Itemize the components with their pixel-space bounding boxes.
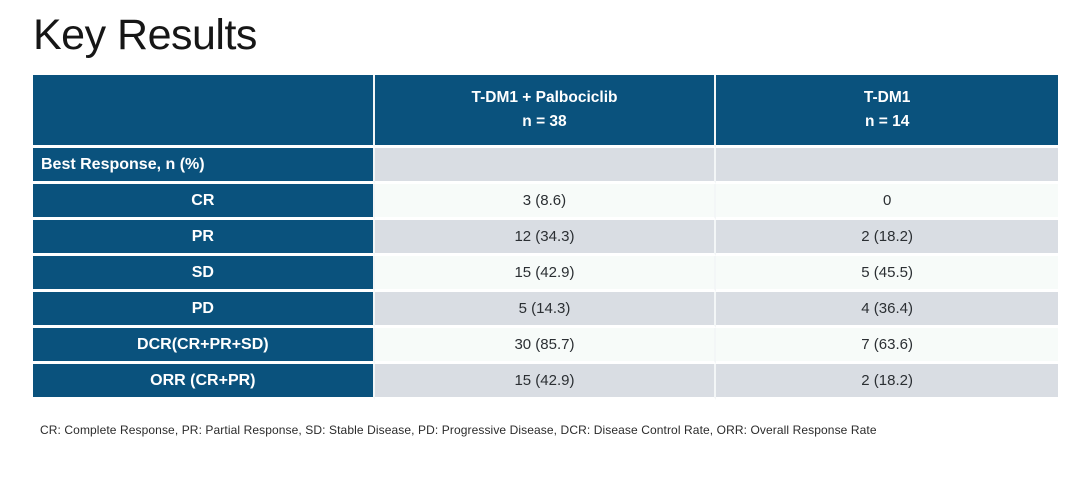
cell-value: 5 (45.5)	[716, 256, 1058, 292]
row-label: Best Response, n (%)	[33, 148, 375, 184]
cell-value: 4 (36.4)	[716, 292, 1058, 328]
cell-value	[374, 148, 717, 184]
row-label: PR	[33, 220, 375, 256]
header-arm-n: n = 38	[522, 113, 567, 130]
table-row-pr: PR 12 (34.3) 2 (18.2)	[33, 220, 1058, 256]
cell-value: 0	[716, 184, 1058, 220]
table-row-best-response: Best Response, n (%)	[33, 148, 1058, 184]
cell-value: 5 (14.3)	[374, 292, 717, 328]
cell-value: 2 (18.2)	[716, 220, 1058, 256]
table-row-sd: SD 15 (42.9) 5 (45.5)	[33, 256, 1058, 292]
cell-value: 3 (8.6)	[374, 184, 717, 220]
table-row-cr: CR 3 (8.6) 0	[33, 184, 1058, 220]
cell-value: 7 (63.6)	[716, 328, 1058, 364]
row-label: DCR(CR+PR+SD)	[33, 328, 375, 364]
row-label: CR	[33, 184, 375, 220]
key-results-table: T-DM1 + Palbociclib n = 38 T-DM1 n = 14 …	[33, 75, 1058, 400]
table-row-dcr: DCR(CR+PR+SD) 30 (85.7) 7 (63.6)	[33, 328, 1058, 364]
header-cell-tdm1-palbociclib: T-DM1 + Palbociclib n = 38	[374, 75, 717, 148]
table-row-orr: ORR (CR+PR) 15 (42.9) 2 (18.2)	[33, 364, 1058, 400]
table-row-pd: PD 5 (14.3) 4 (36.4)	[33, 292, 1058, 328]
table-header-row: T-DM1 + Palbociclib n = 38 T-DM1 n = 14	[33, 75, 1058, 148]
cell-value: 2 (18.2)	[716, 364, 1058, 400]
header-arm-n: n = 14	[864, 113, 910, 130]
cell-value: 30 (85.7)	[374, 328, 717, 364]
cell-value: 15 (42.9)	[374, 364, 717, 400]
page-title: Key Results	[33, 11, 257, 59]
cell-value: 15 (42.9)	[374, 256, 717, 292]
header-cell-empty	[33, 75, 375, 148]
abbreviations-footnote: CR: Complete Response, PR: Partial Respo…	[40, 423, 877, 437]
row-label: PD	[33, 292, 375, 328]
header-arm-name: T-DM1	[863, 89, 911, 106]
header-arm-name: T-DM1 + Palbociclib	[471, 89, 618, 106]
cell-value: 12 (34.3)	[374, 220, 717, 256]
cell-value	[716, 148, 1058, 184]
row-label: ORR (CR+PR)	[33, 364, 375, 400]
row-label: SD	[33, 256, 375, 292]
header-cell-tdm1: T-DM1 n = 14	[716, 75, 1058, 148]
